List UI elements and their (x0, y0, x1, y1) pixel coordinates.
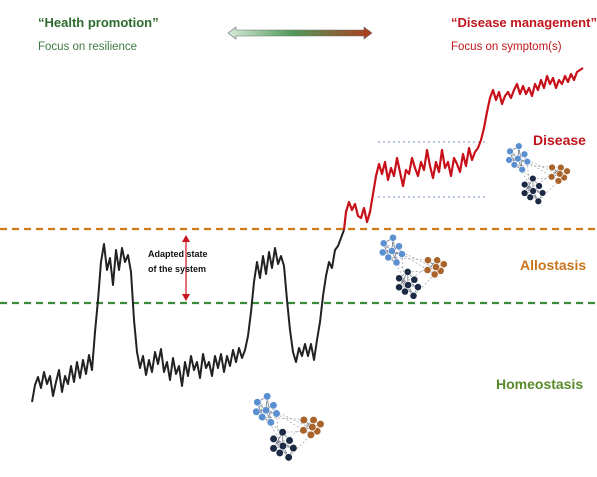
network-node (433, 256, 442, 265)
network-node (398, 250, 406, 258)
network-link (288, 434, 312, 458)
network-link (524, 167, 562, 194)
disease-zone-label: Disease (533, 132, 586, 148)
network-node (289, 444, 298, 453)
network-node (272, 409, 281, 418)
network-node (284, 453, 293, 462)
molecular-network-icon-homeostasis (252, 392, 325, 462)
network-node (547, 173, 556, 181)
network-link (262, 416, 314, 421)
network-node (252, 407, 261, 416)
network-node (557, 163, 565, 172)
adapted-state-annotation: Adapted state of the system (148, 235, 208, 301)
homeostasis-zone-label: Homeostasis (496, 376, 583, 392)
health-promotion-subtitle: Focus on resilience (38, 41, 137, 53)
molecular-network-icon-disease (505, 142, 571, 205)
network-node (555, 170, 564, 178)
network-node (285, 436, 294, 445)
network-link (538, 180, 559, 202)
network-node (523, 157, 532, 166)
network-node (505, 156, 513, 164)
network-node (414, 283, 422, 291)
network-node (529, 187, 537, 195)
network-node (520, 150, 529, 158)
network-node (378, 248, 387, 257)
network-node (316, 420, 325, 429)
network-node (275, 448, 284, 458)
network-node (520, 180, 529, 189)
network-node (392, 258, 401, 267)
network-node (529, 174, 537, 183)
network-node (299, 426, 308, 435)
network-node (269, 444, 278, 453)
network-node (388, 247, 396, 255)
network-node (424, 256, 432, 265)
disease-management-title: “Disease management” (451, 15, 597, 30)
healthy-signal-line (31, 229, 345, 403)
network-node (395, 274, 404, 283)
network-link (413, 274, 435, 297)
disease-management-subtitle: Focus on symptom(s) (451, 41, 562, 53)
network-node (379, 239, 388, 248)
network-node (253, 398, 262, 407)
health-promotion-title: “Health promotion” (38, 15, 159, 30)
network-node (266, 418, 275, 427)
network-node (404, 281, 412, 289)
network-node (262, 406, 271, 415)
network-node (515, 142, 523, 150)
network-node (299, 415, 308, 425)
network-node (534, 197, 543, 205)
adapted-state-label-line2: of the system (148, 264, 206, 274)
network-node (389, 233, 397, 242)
network-node (263, 392, 272, 401)
disease-signal-line (342, 67, 584, 231)
network-node (384, 253, 393, 262)
molecular-network-icon-allostasis (378, 233, 448, 300)
allostasis-zone-label: Allostasis (520, 257, 586, 273)
network-node (308, 423, 317, 432)
network-link (532, 177, 565, 179)
network-node (403, 268, 412, 276)
network-node (269, 401, 278, 410)
network-node (278, 428, 287, 437)
network-node (563, 167, 571, 175)
network-node (401, 287, 409, 296)
adapted-state-label-line1: Adapted state (148, 249, 208, 259)
network-node (506, 147, 514, 156)
network-node (538, 189, 547, 197)
network-node (518, 165, 526, 174)
network-node (510, 161, 519, 169)
network-node (258, 412, 267, 422)
network-node (269, 434, 278, 443)
network-node (548, 163, 556, 172)
network-node (535, 182, 543, 190)
network-node (278, 441, 287, 451)
network-node (439, 260, 448, 269)
network-node (432, 263, 440, 271)
network-node (520, 189, 529, 197)
network-node (430, 270, 439, 279)
network-node (395, 283, 403, 292)
network-node (514, 154, 522, 163)
network-node (309, 416, 318, 425)
network-node (423, 266, 432, 274)
network-node (395, 242, 403, 251)
network-node (409, 291, 418, 300)
double-headed-arrow-icon (227, 26, 373, 40)
network-node (306, 430, 315, 439)
network-node (526, 193, 534, 201)
network-node (410, 275, 419, 284)
network-link (257, 401, 318, 432)
network-node (554, 177, 563, 185)
